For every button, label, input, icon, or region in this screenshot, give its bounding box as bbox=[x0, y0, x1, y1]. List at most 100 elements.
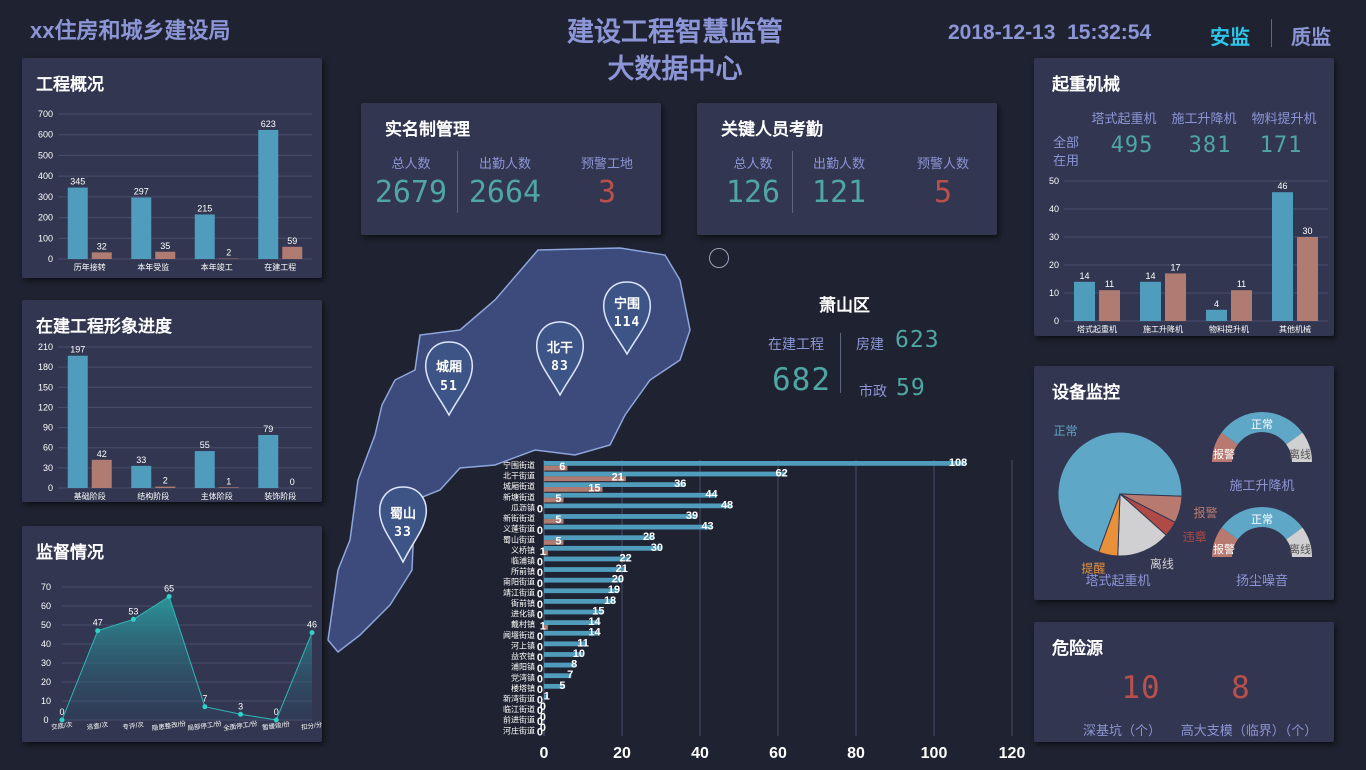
map-region[interactable] bbox=[327, 247, 691, 654]
gauge-normal-arc bbox=[1221, 507, 1303, 540]
tab-divider bbox=[1271, 19, 1272, 47]
bar-primary-value: 0 bbox=[540, 701, 546, 713]
bar-primary-value: 10 bbox=[573, 648, 585, 660]
street-label: 南阳街道 bbox=[503, 577, 535, 587]
category-label: 装饰阶段 bbox=[264, 491, 296, 501]
pin-beigan-name: 北干 bbox=[547, 340, 573, 355]
map-pin-shushan[interactable]: 蜀山 33 bbox=[379, 486, 427, 564]
y-tick-label: 20 bbox=[1049, 260, 1059, 270]
hazard-pit-value: 10 bbox=[1121, 670, 1161, 706]
map-reset-button[interactable] bbox=[709, 248, 729, 268]
bar-secondary-value: 5 bbox=[555, 514, 561, 526]
bar bbox=[1231, 290, 1252, 321]
bar-value-label: 17 bbox=[1170, 262, 1180, 272]
bar-primary-value: 44 bbox=[705, 489, 718, 501]
bar-value-label: 11 bbox=[1237, 279, 1246, 289]
y-tick-label: 10 bbox=[1049, 288, 1059, 298]
bar-primary bbox=[544, 524, 712, 530]
attendance-panel: 关键人员考勤 总人数 出勤人数 预警人数 126 121 5 bbox=[697, 103, 997, 235]
street-label: 益农镇 bbox=[511, 651, 535, 661]
overview-chart: 0 100 200 300 400 500 600 700 345 32 历年接转 297 35 本年受监… bbox=[38, 109, 312, 272]
bar-primary bbox=[544, 588, 619, 594]
map-pin-chengxiang[interactable]: 城厢 51 bbox=[425, 341, 473, 417]
x-tick-label: 60 bbox=[769, 745, 787, 762]
category-label: 巡查/次 bbox=[86, 720, 109, 732]
bar-secondary-value: 0 bbox=[537, 652, 543, 664]
realname-total-value: 2679 bbox=[374, 175, 448, 210]
bar-secondary-value: 21 bbox=[612, 472, 624, 484]
category-label: 结构阶段 bbox=[137, 491, 169, 501]
street-label: 城厢街道 bbox=[503, 481, 535, 491]
datetime: 2018-12-13 15:32:54 bbox=[948, 21, 1151, 45]
pie-slice bbox=[1117, 492, 1168, 557]
bar-primary-value: 36 bbox=[674, 478, 686, 490]
attendance-warning-label: 预警人数 bbox=[916, 156, 969, 171]
map-pin-beigan[interactable]: 北干 83 bbox=[536, 321, 584, 397]
bar-secondary bbox=[544, 625, 548, 630]
data-point bbox=[130, 616, 136, 622]
street-label: 瓜沥镇 bbox=[511, 502, 535, 512]
bar-primary bbox=[544, 514, 697, 519]
tab-safety[interactable]: 安监 bbox=[1210, 27, 1250, 49]
bar-primary bbox=[544, 577, 622, 583]
category-label: 施工升降机 bbox=[1143, 324, 1183, 334]
cranes-header-hoist: 物料提升机 bbox=[1251, 111, 1317, 126]
bar-secondary-value: 0 bbox=[537, 663, 543, 675]
data-point-label: 0 bbox=[274, 707, 279, 717]
bar-value-label: 215 bbox=[197, 203, 212, 213]
bar-secondary-value: 0 bbox=[537, 525, 543, 537]
attendance-attend-value: 121 bbox=[811, 175, 867, 210]
bar-primary-value: 48 bbox=[721, 499, 733, 511]
bar-primary bbox=[544, 482, 685, 488]
bar-value-label: 0 bbox=[290, 477, 295, 487]
bar-secondary-value: 0 bbox=[537, 599, 543, 611]
pie-slice-label: 报警 bbox=[1194, 505, 1218, 520]
y-tick-label: 0 bbox=[48, 483, 53, 493]
map-pin-ningwei[interactable]: 宁围 114 bbox=[601, 240, 651, 356]
x-tick-label: 0 bbox=[540, 745, 549, 762]
street-label: 前进街道 bbox=[503, 715, 535, 725]
category-label: 全面停工/份 bbox=[223, 719, 259, 733]
progress-title: 在建工程形象进度 bbox=[36, 317, 172, 336]
gauge-offline-arc bbox=[1286, 432, 1312, 462]
data-point-label: 65 bbox=[164, 584, 174, 594]
bar-value-label: 14 bbox=[1145, 271, 1155, 281]
bar-primary-value: 0 bbox=[540, 722, 546, 734]
realname-total-label: 总人数 bbox=[391, 156, 431, 171]
gauge-lift-label: 施工升降机 bbox=[1229, 478, 1295, 493]
y-tick-label: 100 bbox=[38, 233, 53, 243]
overview-title: 工程概况 bbox=[36, 75, 104, 94]
bar-primary-value: 7 bbox=[567, 669, 573, 681]
realname-attend-label: 出勤人数 bbox=[478, 156, 531, 171]
y-tick-label: 60 bbox=[43, 443, 53, 453]
y-tick-label: 300 bbox=[38, 192, 53, 202]
progress-panel: 在建工程形象进度 0 30 60 90 120 150 180 210 197 42 基础阶段 33 2… bbox=[22, 300, 322, 502]
bar-primary-value: 18 bbox=[604, 595, 616, 607]
bar-primary-value: 22 bbox=[620, 552, 632, 564]
x-tick-label: 100 bbox=[921, 745, 948, 762]
gauge-normal-arc bbox=[1221, 412, 1303, 445]
bar-primary bbox=[544, 556, 630, 562]
bar-value-label: 197 bbox=[70, 345, 85, 355]
bar bbox=[1206, 309, 1227, 321]
bar-value-label: 4 bbox=[1214, 299, 1219, 309]
bar-secondary-value: 0 bbox=[537, 726, 543, 738]
bar bbox=[67, 355, 88, 488]
cranes-total-tower: 495 bbox=[1110, 133, 1154, 158]
tab-quality[interactable]: 质监 bbox=[1291, 27, 1331, 49]
bar-primary-value: 19 bbox=[608, 584, 620, 596]
pin-ningwei-name: 宁围 bbox=[614, 296, 640, 311]
data-point bbox=[273, 717, 279, 723]
bar-value-label: 35 bbox=[160, 241, 170, 251]
street-label: 临浦镇 bbox=[511, 556, 535, 566]
bar-primary-value: 15 bbox=[592, 605, 604, 617]
bar-primary bbox=[544, 471, 786, 477]
y-tick-label: 30 bbox=[1049, 232, 1059, 242]
area-line bbox=[61, 595, 313, 721]
data-point-label: 3 bbox=[238, 701, 243, 711]
bar-primary bbox=[544, 567, 626, 572]
bar-value-label: 14 bbox=[1079, 271, 1089, 281]
progress-chart: 0 30 60 90 120 150 180 210 197 42 基础阶段 33 2 结构阶段 55 1 主体… bbox=[38, 342, 312, 501]
district-name: 萧山区 bbox=[819, 296, 870, 315]
bar-secondary-value: 0 bbox=[537, 578, 543, 590]
